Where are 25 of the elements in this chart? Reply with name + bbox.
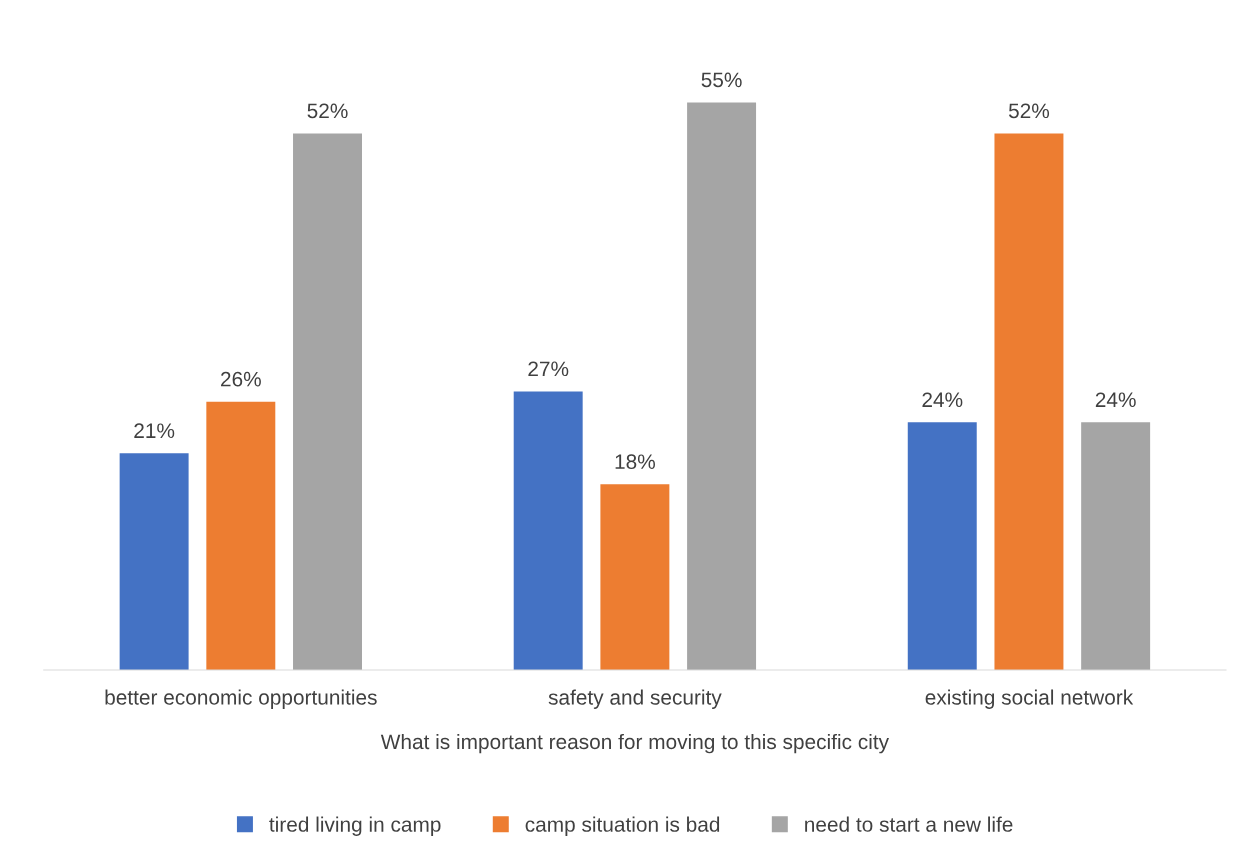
legend-label: camp situation is bad	[525, 816, 720, 836]
x-tick-label: existing social network	[925, 689, 1134, 709]
data-label: 24%	[922, 392, 963, 408]
bar	[687, 102, 757, 671]
bar	[994, 133, 1064, 671]
bar	[600, 484, 670, 671]
legend-label: need to start a new life	[805, 816, 1013, 832]
x-axis-title: What is important reason for moving to this specific city	[380, 733, 889, 754]
data-label: 27%	[528, 361, 569, 377]
x-tick-label: safety and security	[548, 689, 722, 709]
bar	[513, 391, 583, 671]
bar	[907, 422, 977, 671]
bar	[206, 401, 276, 671]
data-label: 21%	[134, 423, 175, 439]
data-label: 52%	[1008, 103, 1050, 119]
bar	[119, 453, 189, 671]
data-label: 18%	[615, 454, 655, 470]
x-tick-label: better economic opportunities	[105, 689, 377, 709]
legend-label: tired living in camp	[269, 816, 441, 836]
bar	[293, 133, 362, 671]
bar	[1081, 422, 1151, 671]
data-label: 52%	[307, 103, 348, 119]
data-label: 26%	[221, 371, 261, 387]
data-label: 24%	[1095, 392, 1136, 408]
data-label: 55%	[701, 72, 742, 88]
